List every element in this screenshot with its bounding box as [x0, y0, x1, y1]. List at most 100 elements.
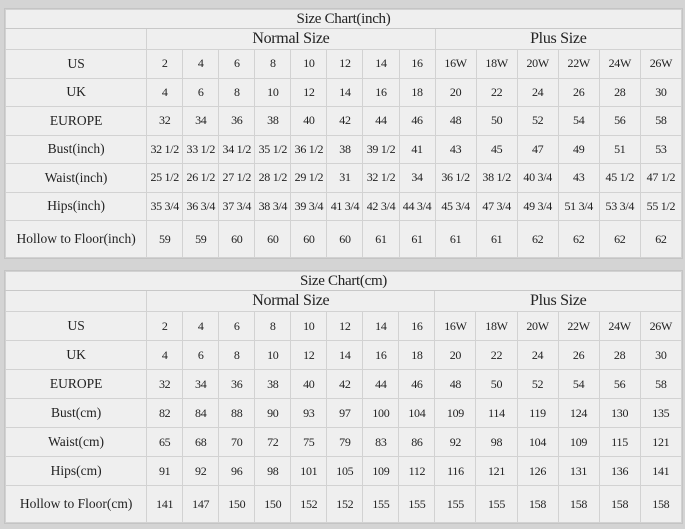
table-cell: 61 — [398, 220, 436, 258]
table-cell: 61 — [475, 220, 518, 258]
table-cell: 41 — [398, 134, 436, 164]
table-cell: 12 — [290, 340, 328, 370]
row-label: UK — [4, 77, 148, 107]
table-cell: 32 — [146, 106, 184, 136]
table-cell: 16W — [434, 311, 477, 341]
table-cell: 72 — [254, 427, 292, 457]
table-cell: 101 — [290, 456, 328, 486]
plus-size-header: Plus Size — [434, 290, 682, 312]
table-cell: 105 — [326, 456, 364, 486]
table-cell: 141 — [639, 456, 683, 486]
table-cell: 10 — [254, 340, 292, 370]
table-cell: 6 — [182, 340, 220, 370]
table-cell: 152 — [290, 485, 328, 523]
chart-title: Size Chart(inch) — [5, 9, 682, 29]
table-cell: 109 — [362, 456, 400, 486]
table-cell: 158 — [639, 485, 683, 523]
table-cell: 56 — [598, 369, 641, 399]
chart-title: Size Chart(cm) — [5, 271, 682, 291]
table-cell: 30 — [639, 340, 683, 370]
table-cell: 158 — [598, 485, 641, 523]
table-cell: 22W — [557, 49, 600, 79]
table-cell: 28 — [598, 340, 641, 370]
table-cell: 98 — [475, 427, 518, 457]
table-cell: 45 1/2 — [598, 163, 641, 193]
table-cell: 32 1/2 — [362, 163, 400, 193]
size-chart-inch: Size Chart(inch) Normal Size Plus Size US 2 4… — [4, 8, 683, 259]
table-cell: 8 — [218, 340, 256, 370]
table-cell: 158 — [557, 485, 600, 523]
table-cell: 8 — [254, 311, 292, 341]
table-cell: 37 3/4 — [218, 191, 256, 221]
table-cell: 47 1/2 — [639, 163, 683, 193]
row-label: Hollow to Floor(cm) — [4, 485, 148, 523]
table-cell: 20W — [516, 311, 559, 341]
row-label: Bust(cm) — [4, 398, 148, 428]
table-cell: 34 1/2 — [218, 134, 256, 164]
table-cell: 18 — [398, 340, 436, 370]
table-row: UK 4 6 8 10 12 14 16 18 20 22 24 26 28 30 — [4, 77, 683, 107]
corner-cell — [4, 28, 148, 50]
table-cell: 43 — [434, 134, 477, 164]
table-cell: 16W — [434, 49, 477, 79]
table-cell: 56 — [598, 106, 641, 136]
table-cell: 150 — [254, 485, 292, 523]
table-cell: 16 — [362, 77, 400, 107]
table-cell: 79 — [326, 427, 364, 457]
table-cell: 112 — [398, 456, 436, 486]
table-cell: 59 — [146, 220, 184, 258]
table-cell: 38 1/2 — [475, 163, 518, 193]
table-row: Waist(inch) 25 1/2 26 1/2 27 1/2 28 1/2 29 1/… — [4, 163, 683, 193]
table-cell: 14 — [362, 311, 400, 341]
table-cell: 35 1/2 — [254, 134, 292, 164]
table-cell: 90 — [254, 398, 292, 428]
table-cell: 40 3/4 — [516, 163, 559, 193]
table-cell: 46 — [398, 369, 436, 399]
table-cell: 12 — [290, 77, 328, 107]
table-cell: 16 — [398, 311, 436, 341]
table-cell: 28 — [598, 77, 641, 107]
table-cell: 65 — [146, 427, 184, 457]
row-label: EUROPE — [4, 106, 148, 136]
table-cell: 10 — [290, 311, 328, 341]
table-cell: 48 — [434, 106, 477, 136]
table-cell: 18W — [475, 311, 518, 341]
table-cell: 20 — [434, 340, 477, 370]
table-cell: 18W — [475, 49, 518, 79]
table-cell: 45 — [475, 134, 518, 164]
row-label: Bust(inch) — [4, 134, 148, 164]
table-cell: 22 — [475, 340, 518, 370]
table-cell: 22 — [475, 77, 518, 107]
table-cell: 25 1/2 — [146, 163, 184, 193]
table-row: UK 4 6 8 10 12 14 16 18 20 22 24 26 28 30 — [4, 340, 683, 370]
table-cell: 83 — [362, 427, 400, 457]
row-label: Waist(cm) — [4, 427, 148, 457]
table-row: Hollow to Floor(inch) 59 59 60 60 60 60 61 61 61 6… — [4, 220, 683, 258]
table-cell: 49 — [557, 134, 600, 164]
table-cell: 88 — [218, 398, 256, 428]
table-row: EUROPE 32 34 36 38 40 42 44 46 48 50 52 54 56 58 — [4, 106, 683, 136]
table-cell: 92 — [182, 456, 220, 486]
table-cell: 10 — [254, 77, 292, 107]
table-cell: 36 1/2 — [434, 163, 477, 193]
normal-size-header: Normal Size — [146, 290, 436, 312]
table-cell: 38 — [326, 134, 364, 164]
table-cell: 34 — [182, 106, 220, 136]
row-label: Waist(inch) — [4, 163, 148, 193]
table-cell: 62 — [639, 220, 683, 258]
table-cell: 24 — [516, 340, 559, 370]
table-cell: 20W — [516, 49, 559, 79]
row-label: UK — [4, 340, 148, 370]
table-cell: 109 — [434, 398, 477, 428]
table-cell: 116 — [434, 456, 477, 486]
table-cell: 26W — [639, 49, 683, 79]
table-cell: 100 — [362, 398, 400, 428]
table-cell: 22W — [557, 311, 600, 341]
table-cell: 48 — [434, 369, 477, 399]
table-cell: 155 — [362, 485, 400, 523]
row-label: Hips(cm) — [4, 456, 148, 486]
table-cell: 155 — [398, 485, 436, 523]
table-cell: 46 — [398, 106, 436, 136]
table-cell: 54 — [557, 106, 600, 136]
table-cell: 61 — [362, 220, 400, 258]
